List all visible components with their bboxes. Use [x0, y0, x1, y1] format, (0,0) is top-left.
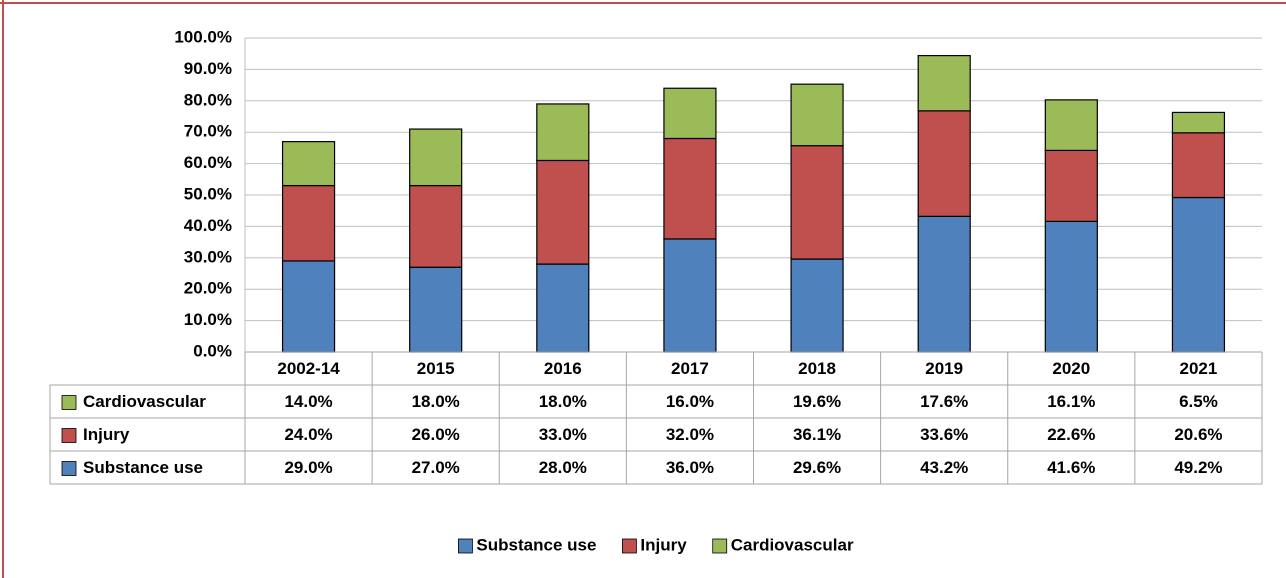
- x-tick-label: 2020: [1052, 359, 1090, 378]
- y-tick-label: 80.0%: [184, 90, 232, 109]
- table-value: 27.0%: [412, 458, 460, 477]
- table-row-label: Cardiovascular: [83, 392, 206, 411]
- bar-segment: [409, 184, 463, 268]
- y-tick-label: 50.0%: [184, 184, 232, 203]
- bar-segment: [409, 266, 463, 353]
- table-value: 22.6%: [1047, 425, 1095, 444]
- table-value: 16.1%: [1047, 392, 1095, 411]
- x-tick-label: 2002-14: [277, 359, 340, 378]
- table-value: 26.0%: [412, 425, 460, 444]
- bar-segment: [281, 260, 336, 353]
- x-tick-label: 2018: [798, 359, 836, 378]
- x-tick-label: 2019: [925, 359, 963, 378]
- x-tick-label: 2017: [671, 359, 709, 378]
- y-tick-label: 20.0%: [184, 279, 232, 298]
- table-value: 19.6%: [793, 392, 841, 411]
- y-tick-label: 10.0%: [184, 310, 232, 329]
- bar-segment: [1171, 111, 1226, 134]
- bar-segment: [1044, 99, 1098, 152]
- legend-key: [458, 538, 473, 554]
- legend-label: Substance use: [476, 535, 596, 554]
- bar-segment: [790, 145, 844, 260]
- x-tick-label: 2015: [417, 359, 455, 378]
- table-value: 20.6%: [1174, 425, 1222, 444]
- table-value: 6.5%: [1179, 392, 1218, 411]
- table-value: 29.6%: [793, 458, 841, 477]
- y-tick-label: 0.0%: [193, 341, 232, 360]
- legend-label: Injury: [640, 535, 687, 554]
- bar-segment: [536, 159, 590, 265]
- table-value: 24.0%: [284, 425, 332, 444]
- table-row-label: Substance use: [83, 458, 203, 477]
- y-tick-label: 90.0%: [184, 59, 232, 78]
- table-value: 29.0%: [284, 458, 332, 477]
- bar-segment: [917, 215, 971, 353]
- table-value: 33.6%: [920, 425, 968, 444]
- y-tick-label: 30.0%: [184, 247, 232, 266]
- table-value: 28.0%: [539, 458, 587, 477]
- table-legend-key: [61, 461, 77, 476]
- table-value: 32.0%: [666, 425, 714, 444]
- bar-segment: [536, 263, 590, 353]
- bar-segment: [536, 103, 590, 162]
- legend-key: [712, 538, 728, 554]
- bar-segment: [790, 83, 844, 147]
- bar-segment: [1044, 220, 1098, 353]
- bar-segment: [917, 110, 971, 217]
- table-legend-key: [61, 428, 77, 443]
- bar-segment: [663, 238, 717, 353]
- table-value: 36.0%: [666, 458, 714, 477]
- y-tick-label: 70.0%: [184, 122, 232, 141]
- table-row-label: Injury: [83, 425, 130, 444]
- table-value: 18.0%: [412, 392, 460, 411]
- bar-segment: [281, 184, 336, 262]
- y-tick-label: 100.0%: [174, 27, 232, 46]
- table-value: 33.0%: [539, 425, 587, 444]
- bar-segment: [663, 137, 717, 240]
- table-value: 14.0%: [284, 392, 332, 411]
- x-tick-label: 2021: [1180, 359, 1218, 378]
- table-value: 17.6%: [920, 392, 968, 411]
- bar-segment: [663, 87, 717, 140]
- bar-segment: [790, 258, 844, 353]
- table-legend-key: [61, 395, 77, 410]
- table-value: 41.6%: [1047, 458, 1095, 477]
- table-value: 43.2%: [920, 458, 968, 477]
- table-value: 36.1%: [793, 425, 841, 444]
- x-tick-label: 2016: [544, 359, 582, 378]
- table-value: 16.0%: [666, 392, 714, 411]
- bar-segment: [1171, 196, 1226, 353]
- table-value: 18.0%: [539, 392, 587, 411]
- table-value: 49.2%: [1174, 458, 1222, 477]
- bar-segment: [1044, 149, 1098, 222]
- legend-key: [622, 538, 637, 554]
- bar-segment: [409, 128, 463, 187]
- bar-segment: [917, 54, 971, 112]
- legend-label: Cardiovascular: [731, 535, 854, 554]
- bar-segment: [281, 141, 336, 187]
- y-tick-label: 60.0%: [184, 153, 232, 172]
- y-tick-label: 40.0%: [184, 216, 232, 235]
- bar-segment: [1171, 132, 1226, 199]
